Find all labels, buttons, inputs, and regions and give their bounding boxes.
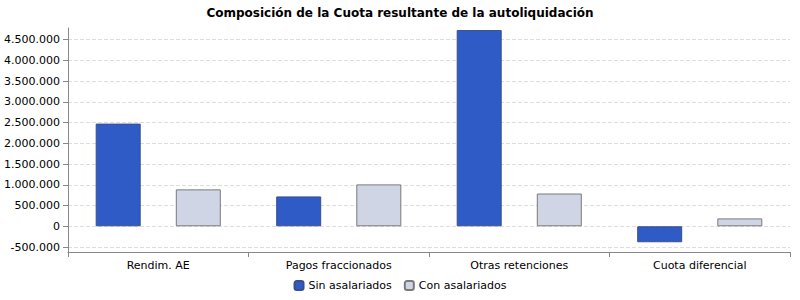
svg-text:3.500.000: 3.500.000 — [4, 75, 60, 88]
svg-text:Otras retenciones: Otras retenciones — [470, 259, 568, 272]
svg-text:Pagos fraccionados: Pagos fraccionados — [286, 259, 392, 272]
svg-text:-500.000: -500.000 — [11, 241, 60, 254]
svg-text:Cuota diferencial: Cuota diferencial — [653, 259, 747, 272]
svg-text:Con asalariados: Con asalariados — [419, 279, 507, 292]
svg-text:2.000.000: 2.000.000 — [4, 137, 60, 150]
svg-text:Rendim. AE: Rendim. AE — [127, 259, 190, 272]
svg-text:4.500.000: 4.500.000 — [4, 33, 60, 46]
svg-text:1.500.000: 1.500.000 — [4, 158, 60, 171]
svg-text:Sin asalariados: Sin asalariados — [309, 279, 393, 292]
svg-text:1.000.000: 1.000.000 — [4, 178, 60, 191]
svg-text:2.500.000: 2.500.000 — [4, 116, 60, 129]
svg-text:3.000.000: 3.000.000 — [4, 95, 60, 108]
svg-text:Composición de la Cuota result: Composición de la Cuota resultante de la… — [206, 6, 593, 20]
svg-text:500.000: 500.000 — [15, 199, 61, 212]
svg-text:0: 0 — [53, 220, 60, 233]
svg-text:4.000.000: 4.000.000 — [4, 54, 60, 67]
